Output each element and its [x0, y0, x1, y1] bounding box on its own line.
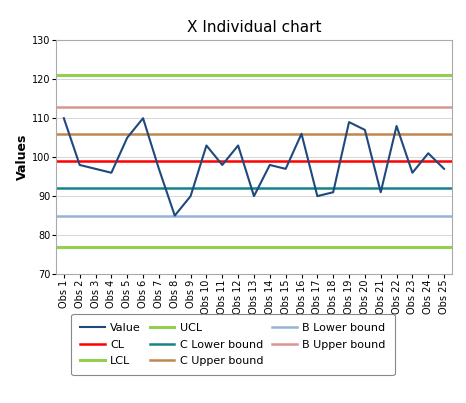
- Title: X Individual chart: X Individual chart: [187, 20, 321, 35]
- Y-axis label: Values: Values: [16, 134, 29, 181]
- X-axis label: Observations: Observations: [207, 317, 301, 330]
- Legend: Value, CL, LCL, UCL, C Lower bound, C Upper bound, B Lower bound, B Upper bound: Value, CL, LCL, UCL, C Lower bound, C Up…: [71, 314, 395, 375]
